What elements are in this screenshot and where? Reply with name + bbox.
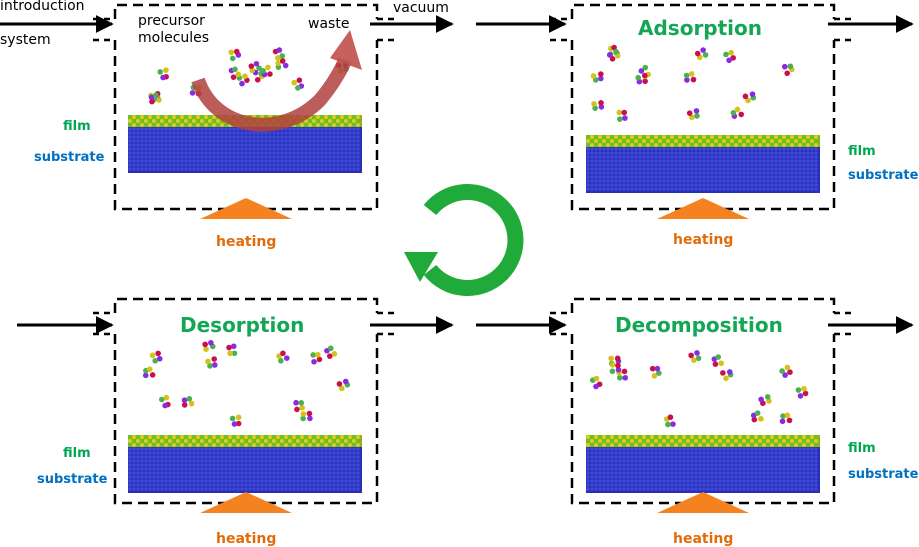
- substrate-label-2: substrate: [848, 168, 919, 183]
- substrate-label-3: substrate: [37, 472, 108, 487]
- substrate-block: [586, 447, 820, 493]
- precursor-molecules: [142, 339, 351, 427]
- heating-label-2: heating: [673, 232, 734, 248]
- film-layer: [128, 435, 362, 447]
- stage-title-adsorption: Adsorption: [638, 16, 763, 40]
- reactor-chamber-3: [93, 297, 399, 513]
- reactor-chamber-2: [550, 3, 856, 219]
- film-label-2: film: [848, 144, 876, 159]
- circular-arrow-icon: [404, 184, 524, 296]
- film-layer: [586, 435, 820, 447]
- reactor-chamber-4: [550, 297, 856, 513]
- heater-icon: [200, 492, 292, 513]
- substrate-block: [128, 127, 362, 173]
- heating-label-3: heating: [216, 531, 277, 547]
- film-label-3: film: [63, 446, 91, 461]
- precursor-molecules: [590, 44, 795, 122]
- precursor-label: precursor: [138, 13, 205, 29]
- introduction-label: introduction: [0, 0, 85, 14]
- stage-title-decomposition: Decomposition: [615, 313, 783, 337]
- vacuum-label: vacuum: [393, 0, 449, 16]
- waste-label: waste: [308, 16, 350, 32]
- substrate-block: [586, 147, 820, 193]
- precursor-molecules: [148, 47, 349, 105]
- substrate-label-4: substrate: [848, 467, 919, 482]
- substrate-label-1: substrate: [34, 150, 105, 165]
- substrate-block: [128, 447, 362, 493]
- stage-title-desorption: Desorption: [180, 313, 305, 337]
- waste-arrow-icon: [191, 30, 362, 132]
- molecules-label: molecules: [138, 30, 210, 46]
- heating-label-1: heating: [216, 234, 277, 250]
- heating-label-4: heating: [673, 531, 734, 547]
- heater-icon: [657, 492, 749, 513]
- heater-icon: [657, 198, 749, 219]
- film-label-4: film: [848, 441, 876, 456]
- film-layer: [586, 135, 820, 147]
- system-label: system: [0, 32, 51, 48]
- precursor-molecules: [589, 350, 809, 428]
- film-label-1: film: [63, 119, 91, 134]
- heater-icon: [200, 198, 292, 219]
